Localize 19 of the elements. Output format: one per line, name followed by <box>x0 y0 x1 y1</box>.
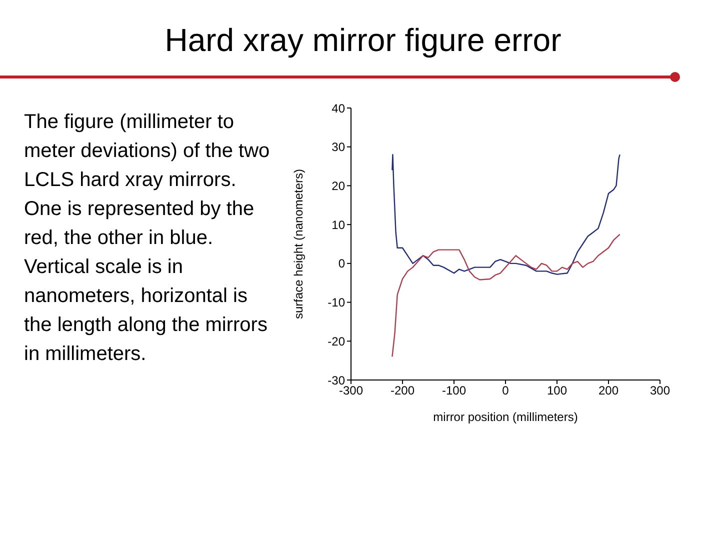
y-tick-label: 10 <box>332 218 346 232</box>
y-tick-label: -20 <box>328 334 346 348</box>
x-tick-label: 0 <box>502 384 510 398</box>
y-tick-label: 20 <box>332 178 346 193</box>
x-axis-title: mirror position (millimeters) <box>433 410 578 424</box>
x-tick-label: -100 <box>442 384 466 398</box>
y-axis-title: surface height (nanometers) <box>291 168 306 320</box>
y-tick-label: 30 <box>332 140 346 154</box>
y-tick-label: 40 <box>332 101 346 116</box>
line-series <box>392 234 620 358</box>
x-tick-label: 300 <box>650 384 670 398</box>
x-tick-label: 200 <box>598 384 619 398</box>
y-tick-label: 0 <box>338 256 346 271</box>
x-tick-label: -200 <box>390 384 415 398</box>
chart-title: Hard xray mirror figure error <box>164 22 562 59</box>
line-series <box>392 154 620 275</box>
text: The figure (millimeter to meter deviations) of the two LCLS hard xray mirrors. One is represented by the red, the other in blue. Vertical scale is in nanometers, horizontal is the length along the mirrors in millimeters. <box>24 111 270 365</box>
y-tick-label: -10 <box>328 296 346 310</box>
x-tick-label: 100 <box>546 384 568 398</box>
